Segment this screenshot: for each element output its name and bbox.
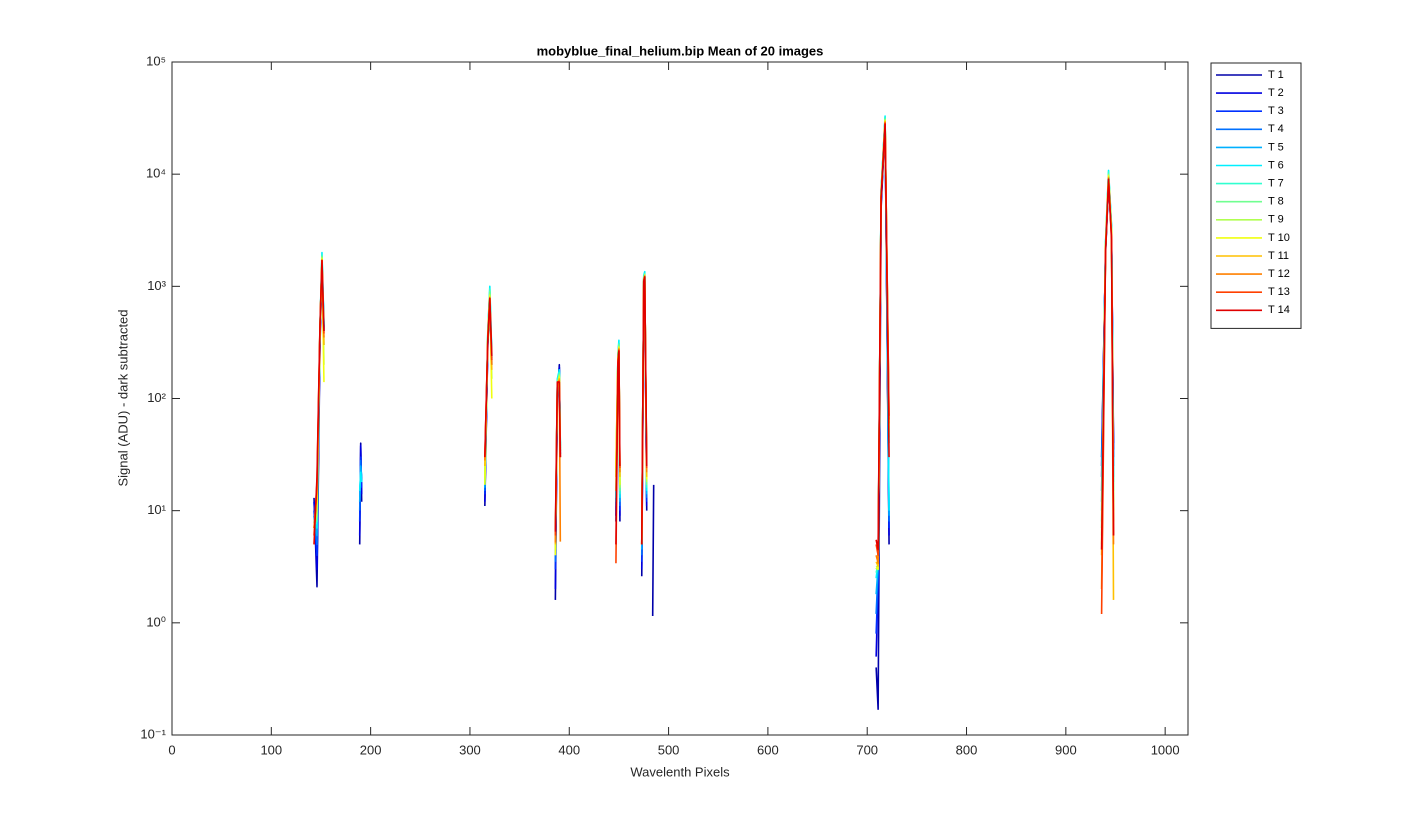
- legend-label: T 11: [1268, 250, 1289, 262]
- x-tick-label: 300: [459, 742, 481, 757]
- x-tick-label: 800: [956, 742, 978, 757]
- legend-label: T 8: [1268, 196, 1284, 208]
- legend-label: T 3: [1268, 105, 1284, 117]
- y-tick-label: 10⁴: [146, 166, 166, 181]
- x-tick-label: 500: [658, 742, 680, 757]
- legend-label: T 9: [1268, 214, 1284, 226]
- x-tick-label: 900: [1055, 742, 1077, 757]
- x-tick-label: 400: [558, 742, 580, 757]
- chart-title: mobyblue_final_helium.bip Mean of 20 ima…: [537, 43, 824, 58]
- x-tick-label: 700: [856, 742, 878, 757]
- legend-label: T 6: [1268, 159, 1284, 171]
- y-axis-label: Signal (ADU) - dark subtracted: [115, 309, 130, 486]
- x-tick-label: 200: [360, 742, 382, 757]
- legend-label: T 7: [1268, 178, 1284, 190]
- legend-label: T 1: [1268, 69, 1284, 81]
- legend-label: T 5: [1268, 141, 1284, 153]
- y-tick-label: 10⁻¹: [140, 726, 166, 741]
- x-tick-label: 100: [260, 742, 282, 757]
- legend-label: T 10: [1268, 232, 1290, 244]
- x-tick-label: 1000: [1151, 742, 1180, 757]
- y-tick-label: 10⁰: [146, 614, 166, 629]
- y-tick-label: 10³: [147, 278, 166, 293]
- legend-label: T 13: [1268, 286, 1290, 298]
- legend-label: T 14: [1268, 304, 1290, 316]
- legend-box: [1210, 62, 1302, 329]
- x-tick-label: 0: [168, 742, 175, 757]
- legend-label: T 2: [1268, 87, 1284, 99]
- legend-label: T 12: [1268, 268, 1290, 280]
- y-tick-label: 10⁵: [146, 53, 166, 68]
- series-line: [313, 123, 1115, 551]
- x-axis-label: Wavelenth Pixels: [630, 764, 730, 779]
- y-tick-label: 10²: [147, 390, 166, 405]
- legend-label: T 4: [1268, 123, 1284, 135]
- y-tick-label: 10¹: [147, 502, 166, 517]
- x-tick-label: 600: [757, 742, 779, 757]
